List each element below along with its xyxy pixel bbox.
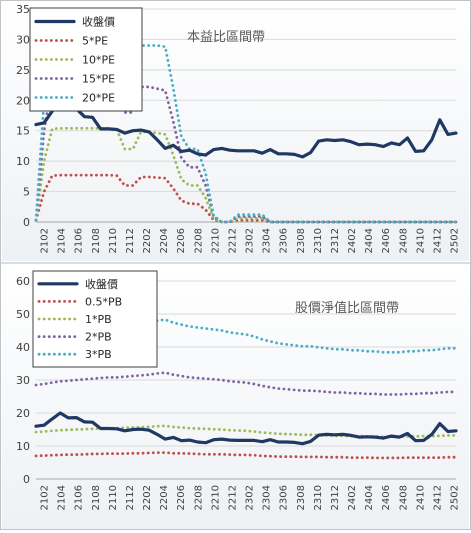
legend: 收盤價 5*PE 10*PE 15*PE 20*PE [29, 7, 143, 112]
chart-separator [1, 262, 470, 264]
x-tick-label: 2110 [108, 485, 119, 510]
x-tick-label: 2104 [57, 485, 68, 510]
x-tick-label: 2108 [91, 485, 102, 510]
x-tick-label: 2202 [142, 228, 153, 253]
x-tick-label: 2408 [398, 228, 409, 253]
legend-box [29, 7, 143, 112]
x-tick-label: 2204 [159, 485, 170, 510]
x-tick-label: 2410 [415, 485, 426, 510]
x-tick-label: 2208 [193, 485, 204, 510]
x-tick-label: 2412 [432, 485, 443, 510]
x-tick-label: 2408 [398, 485, 409, 510]
x-tick-label: 2312 [330, 485, 341, 510]
legend-label: 1*PB [85, 313, 112, 326]
legend-label: 0.5*PB [85, 295, 122, 308]
x-tick-label: 2106 [74, 485, 85, 510]
x-tick-label: 2108 [91, 228, 102, 253]
x-tick-label: 2110 [108, 228, 119, 253]
x-tick-label: 2404 [364, 228, 375, 253]
x-tick-label: 2204 [159, 228, 170, 253]
x-tick-label: 2502 [450, 228, 461, 253]
chart-title: 股價淨值比區間帶 [295, 300, 399, 316]
series-line-3 [34, 371, 458, 396]
x-tick-label: 2212 [227, 228, 238, 253]
x-tick-label: 2308 [296, 485, 307, 510]
chart-title: 本益比區間帶 [187, 30, 265, 45]
x-tick-label: 2406 [381, 485, 392, 510]
x-tick-label: 2402 [347, 228, 358, 253]
x-tick-label: 2210 [210, 485, 221, 510]
y-tick-label: 20 [16, 94, 30, 107]
legend-label: 2*PB [85, 331, 112, 344]
pb-band-chart: 0 10 20 30 40 50 60 2102 2104 2106 2108 2110 2112 220… [2, 265, 469, 529]
x-tick-label: 2106 [74, 228, 85, 253]
legend-label: 15*PE [82, 73, 115, 86]
series-line-0 [34, 98, 458, 159]
series-line-1 [34, 451, 458, 460]
x-tick-label: 2306 [279, 228, 290, 253]
x-tick-label: 2306 [279, 485, 290, 510]
x-tick-label: 2206 [176, 228, 187, 253]
y-tick-label: 35 [16, 3, 30, 16]
x-tick-label: 2404 [364, 485, 375, 510]
legend-label: 收盤價 [85, 277, 118, 291]
y-tick-label: 50 [16, 308, 30, 321]
x-tick-label: 2412 [432, 228, 443, 253]
legend-label: 5*PE [82, 35, 108, 48]
x-tick-label: 2406 [381, 228, 392, 253]
chart-svg-0: 0 5 10 15 20 25 30 35 2102 2104 2106 2108 2110 2112 22… [16, 3, 461, 253]
legend: 收盤價 0.5*PB 1*PB 2*PB 3*PB [32, 270, 158, 368]
x-tick-label: 2112 [125, 485, 136, 510]
x-tick-label: 2308 [296, 228, 307, 253]
x-tick-label: 2402 [347, 485, 358, 510]
y-tick-label: 15 [16, 125, 30, 138]
y-tick-label: 25 [16, 64, 30, 77]
x-tick-label: 2104 [57, 228, 68, 253]
x-tick-label: 2410 [415, 228, 426, 253]
y-tick-label: 20 [16, 407, 30, 420]
x-tick-label: 2502 [450, 485, 461, 510]
y-tick-label: 0 [23, 216, 30, 229]
legend-label: 20*PE [82, 92, 115, 105]
y-tick-label: 30 [16, 33, 30, 46]
x-tick-label: 2206 [176, 485, 187, 510]
legend-label: 3*PB [85, 348, 112, 361]
x-tick-label: 2302 [245, 485, 256, 510]
y-tick-label: 10 [16, 440, 30, 453]
x-tick-label: 2304 [262, 228, 273, 253]
x-tick-label: 2310 [313, 228, 324, 253]
x-tick-label: 2304 [262, 485, 273, 510]
x-tick-label: 2310 [313, 485, 324, 510]
x-tick-label: 2208 [193, 228, 204, 253]
y-tick-label: 30 [16, 374, 30, 387]
series-line-1 [34, 173, 458, 224]
x-tick-label: 2312 [330, 228, 341, 253]
y-tick-label: 60 [16, 275, 30, 288]
y-tick-label: 5 [23, 186, 30, 199]
x-tick-label: 2112 [125, 228, 136, 253]
pe-band-chart: 0 5 10 15 20 25 30 35 2102 2104 2106 2108 2110 2112 22… [2, 2, 469, 261]
chart-svg-1: 0 10 20 30 40 50 60 2102 2104 2106 2108 2110 2112 220… [16, 270, 461, 510]
x-tick-label: 2212 [227, 485, 238, 510]
y-tick-label: 40 [16, 341, 30, 354]
y-tick-label: 10 [16, 155, 30, 168]
x-tick-label: 2102 [40, 485, 51, 510]
legend-label: 10*PE [82, 54, 115, 67]
x-tick-label: 2102 [40, 228, 51, 253]
x-tick-label: 2202 [142, 485, 153, 510]
series-line-0 [34, 411, 458, 446]
legend-label: 收盤價 [82, 15, 115, 29]
x-tick-label: 2302 [245, 228, 256, 253]
y-tick-label: 0 [23, 473, 30, 486]
x-tick-label: 2210 [210, 228, 221, 253]
